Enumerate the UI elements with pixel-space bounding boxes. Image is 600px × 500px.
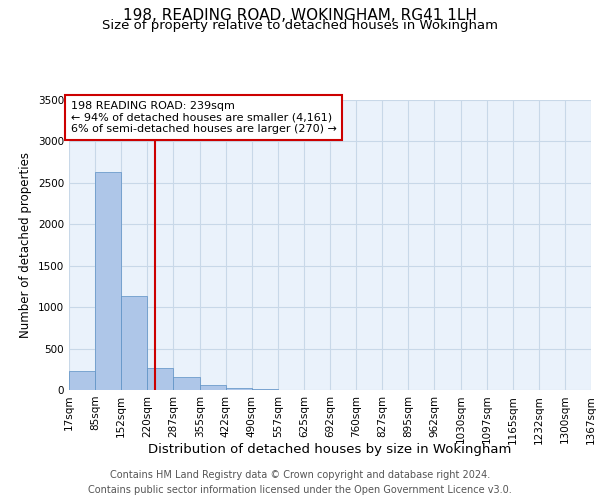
Text: Distribution of detached houses by size in Wokingham: Distribution of detached houses by size … [148, 442, 512, 456]
Text: Contains HM Land Registry data © Crown copyright and database right 2024.
Contai: Contains HM Land Registry data © Crown c… [88, 470, 512, 495]
Bar [148, 368, 173, 390]
Bar [200, 385, 226, 390]
Bar [69, 371, 95, 390]
Bar [252, 389, 278, 390]
Text: 198, READING ROAD, WOKINGHAM, RG41 1LH: 198, READING ROAD, WOKINGHAM, RG41 1LH [123, 8, 477, 22]
Bar [95, 172, 121, 390]
Y-axis label: Number of detached properties: Number of detached properties [19, 152, 32, 338]
Bar [226, 388, 252, 390]
Bar [173, 376, 200, 390]
Text: 198 READING ROAD: 239sqm
← 94% of detached houses are smaller (4,161)
6% of semi: 198 READING ROAD: 239sqm ← 94% of detach… [71, 101, 337, 134]
Text: Size of property relative to detached houses in Wokingham: Size of property relative to detached ho… [102, 18, 498, 32]
Bar [121, 296, 148, 390]
